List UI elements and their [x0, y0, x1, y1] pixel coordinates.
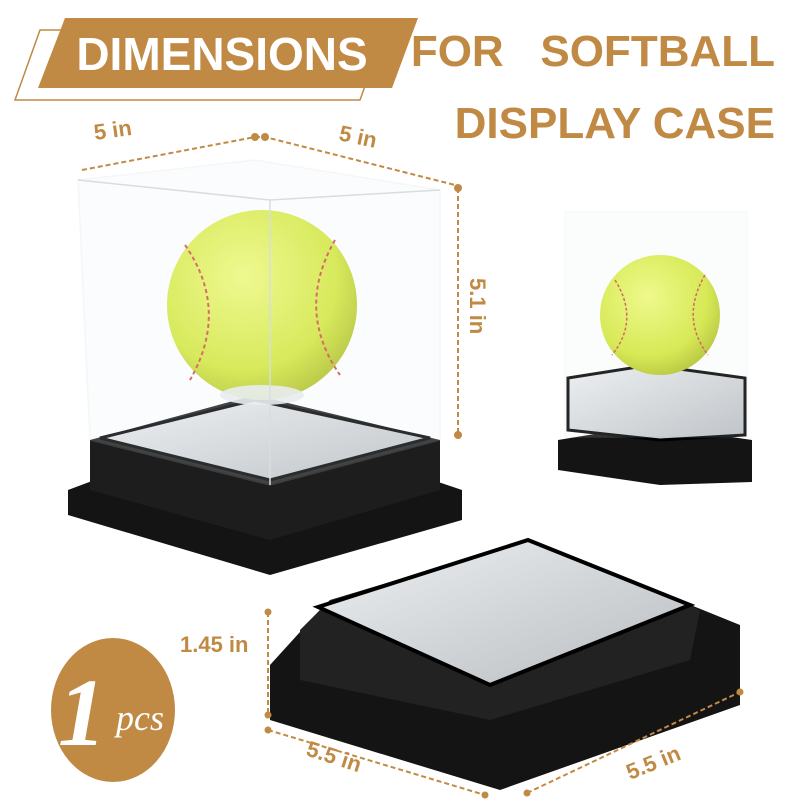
quantity-unit: pcs [113, 698, 164, 738]
case-height-label: 5.1 in [465, 278, 490, 334]
title-line-1: FOR SOFTBALL [411, 27, 775, 76]
title-line-2: DISPLAY CASE [455, 99, 775, 148]
quantity-badge [51, 638, 175, 782]
quantity-number: 1 [58, 659, 106, 766]
banner-label: DIMENSIONS [76, 28, 367, 80]
softball [167, 210, 357, 400]
base-depth-label: 5.5 in [623, 740, 685, 784]
small-display-case [558, 211, 752, 485]
case-depth-label: 5 in [337, 120, 379, 152]
large-display-case [68, 159, 462, 575]
case-width-label: 5 in [92, 115, 133, 145]
small-case-acrylic [564, 211, 748, 438]
dimension-lines [81, 136, 741, 796]
banner-background [38, 18, 418, 88]
display-base [270, 537, 740, 790]
base-height-label: 1.45 in [180, 632, 248, 657]
dimension-endpoints [251, 133, 744, 799]
